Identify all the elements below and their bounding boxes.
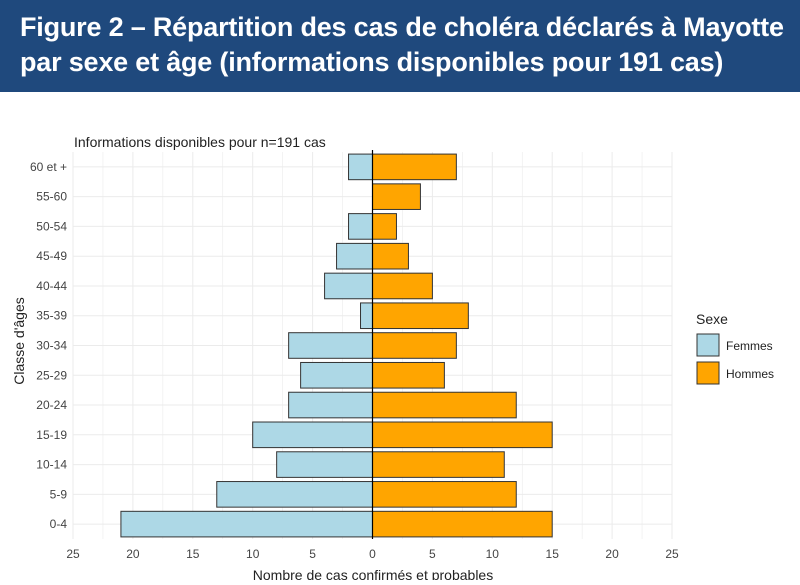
- y-tick-labels: 0-4 5-9 10-14 15-19 20-24 25-29 30-34 35-39 40-4…: [30, 160, 67, 531]
- bar-femmes-50-54: [348, 213, 374, 240]
- x-tick-label: 20: [605, 547, 619, 561]
- bar-femmes-15-19: [252, 421, 373, 449]
- x-tick-label: 25: [66, 547, 80, 561]
- x-tick-label: 25: [665, 547, 679, 561]
- bar-femmes-25-29: [300, 361, 373, 389]
- x-axis-label: Nombre de cas confirmés et probables: [253, 567, 493, 580]
- y-tick-label: 50-54: [36, 219, 67, 233]
- bar-femmes-10-14: [276, 451, 373, 478]
- y-tick-label: 10-14: [36, 458, 67, 472]
- legend: Sexe Femmes Hommes: [696, 311, 774, 385]
- bar-femmes-20-24: [288, 391, 374, 419]
- y-tick-label: 60 et +: [30, 160, 67, 174]
- bar-hommes-10-14: [372, 451, 505, 478]
- x-tick-label: 10: [246, 547, 260, 561]
- legend-title: Sexe: [696, 311, 728, 327]
- bar-hommes-45-49: [372, 242, 409, 270]
- x-tick-label: 10: [486, 547, 500, 561]
- x-tick-label: 5: [429, 547, 436, 561]
- y-tick-label: 30-34: [36, 339, 67, 353]
- bars: [120, 153, 553, 538]
- y-tick-label: 55-60: [36, 190, 67, 204]
- bar-hommes-20-24: [372, 391, 517, 419]
- bar-hommes-30-34: [372, 332, 457, 359]
- bar-femmes-0-4: [120, 510, 373, 538]
- x-tick-label: 0: [369, 547, 376, 561]
- x-tick-label: 15: [546, 547, 560, 561]
- x-tick-label: 5: [309, 547, 316, 561]
- bar-hommes-15-19: [372, 421, 553, 449]
- figure-title-banner: Figure 2 – Répartition des cas de cholér…: [0, 0, 800, 92]
- legend-items: Femmes Hommes: [696, 333, 774, 385]
- bar-hommes-40-44: [372, 272, 433, 300]
- bar-femmes-45-49: [336, 242, 373, 270]
- legend-swatch-hommes: [696, 361, 720, 385]
- bar-femmes-40-44: [324, 272, 373, 300]
- y-tick-label: 5-9: [50, 487, 68, 501]
- legend-swatch-femmes: [696, 333, 720, 357]
- x-tick-label: 20: [126, 547, 140, 561]
- y-tick-label: 40-44: [36, 279, 67, 293]
- chart-subtitle: Informations disponibles pour n=191 cas: [74, 134, 326, 150]
- y-axis-label: Classe d'âges: [11, 297, 27, 385]
- y-tick-label: 25-29: [36, 368, 67, 382]
- population-pyramid-chart: 0-4 5-9 10-14 15-19 20-24 25-29 30-34 35-39 40-4…: [11, 134, 774, 583]
- x-tick-label: 15: [186, 547, 200, 561]
- bar-hommes-25-29: [372, 361, 445, 389]
- figure-title: Figure 2 – Répartition des cas de cholér…: [20, 12, 784, 77]
- bar-hommes-5-9: [372, 481, 517, 508]
- y-tick-label: 15-19: [36, 428, 67, 442]
- x-tick-labels: 25 20 15 10 5 0 5 10 15 20 25: [66, 547, 679, 561]
- bar-hommes-0-4: [372, 510, 553, 538]
- bar-hommes-35-39: [372, 302, 469, 330]
- y-tick-label: 0-4: [50, 517, 68, 531]
- bar-hommes-55-60: [372, 183, 421, 210]
- y-tick-label: 20-24: [36, 398, 67, 412]
- bar-femmes-35-39: [360, 302, 373, 330]
- legend-label-hommes: Hommes: [726, 367, 774, 381]
- y-tick-label: 45-49: [36, 249, 67, 263]
- y-tick-label: 35-39: [36, 309, 67, 323]
- bar-femmes-30-34: [288, 332, 374, 359]
- bar-femmes-60 et +: [348, 153, 374, 181]
- bar-hommes-50-54: [372, 213, 397, 240]
- bar-femmes-5-9: [216, 481, 373, 508]
- legend-label-femmes: Femmes: [726, 339, 773, 353]
- bar-hommes-60 et +: [372, 153, 457, 181]
- chart-area: 0-4 5-9 10-14 15-19 20-24 25-29 30-34 35-39 40-4…: [0, 92, 800, 583]
